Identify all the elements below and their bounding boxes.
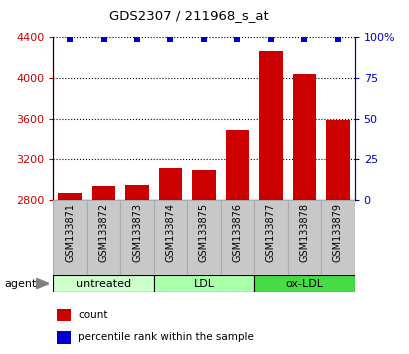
Point	[67, 36, 73, 42]
Point	[133, 36, 140, 42]
Point	[100, 36, 106, 42]
Bar	[254, 200, 287, 276]
Text: GSM133872: GSM133872	[98, 203, 108, 262]
Text: GSM133871: GSM133871	[65, 203, 75, 262]
Bar	[53, 200, 87, 276]
Text: GSM133879: GSM133879	[332, 203, 342, 262]
Text: untreated: untreated	[76, 279, 131, 289]
Polygon shape	[36, 279, 49, 289]
Point	[334, 36, 340, 42]
Bar	[120, 200, 153, 276]
Text: GSM133873: GSM133873	[132, 203, 142, 262]
Point	[167, 36, 173, 42]
Bar	[225, 130, 249, 200]
Bar	[57, 331, 71, 343]
Bar	[153, 200, 187, 276]
Bar	[258, 51, 282, 200]
Text: GSM133878: GSM133878	[299, 203, 309, 262]
Point	[200, 36, 207, 42]
Bar	[220, 200, 254, 276]
Bar	[158, 169, 182, 200]
Point	[267, 36, 274, 42]
Text: LDL: LDL	[193, 279, 214, 289]
Text: GSM133875: GSM133875	[198, 203, 209, 262]
Point	[234, 36, 240, 42]
Text: GSM133877: GSM133877	[265, 203, 275, 262]
Bar	[57, 309, 71, 321]
Bar	[58, 193, 81, 200]
Bar	[320, 200, 354, 276]
Text: percentile rank within the sample: percentile rank within the sample	[78, 332, 254, 342]
Bar	[287, 200, 320, 276]
Bar	[92, 186, 115, 200]
Bar	[153, 275, 254, 292]
Text: count: count	[78, 310, 108, 320]
Bar	[87, 200, 120, 276]
Text: agent: agent	[4, 279, 36, 289]
Bar	[192, 171, 215, 200]
Text: GSM133876: GSM133876	[232, 203, 242, 262]
Bar	[53, 275, 153, 292]
Point	[300, 36, 307, 42]
Text: GSM133874: GSM133874	[165, 203, 175, 262]
Bar	[292, 74, 315, 200]
Bar	[125, 185, 148, 200]
Bar	[326, 120, 349, 200]
Text: GDS2307 / 211968_s_at: GDS2307 / 211968_s_at	[108, 9, 268, 22]
Bar	[254, 275, 354, 292]
Bar	[187, 200, 220, 276]
Text: ox-LDL: ox-LDL	[285, 279, 323, 289]
